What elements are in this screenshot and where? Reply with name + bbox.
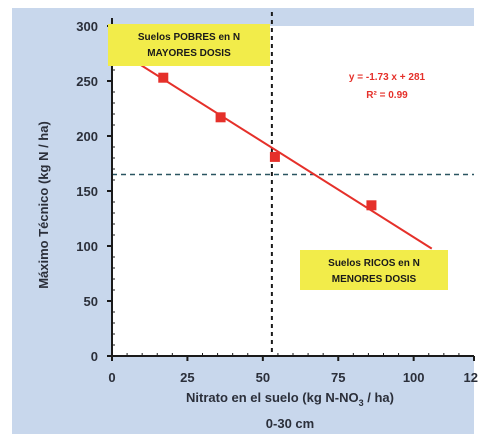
y-tick-label: 100 <box>76 239 98 254</box>
x-axis-title-end: / ha) <box>364 390 394 405</box>
data-points <box>158 72 377 211</box>
x-axis-subtitle: 0-30 cm <box>266 416 314 431</box>
y-tick-label: 200 <box>76 129 98 144</box>
data-point <box>366 200 377 211</box>
x-tick-label: 12 <box>464 370 478 385</box>
annotation-top-box-bg <box>108 24 270 66</box>
x-axis-title-subscript: 3 <box>359 398 364 408</box>
x-tick-label: 75 <box>331 370 345 385</box>
annotation-top-box: Suelos POBRES en N MAYORES DOSIS <box>108 24 270 66</box>
y-tick-label: 300 <box>76 19 98 34</box>
r-squared-text: R² = 0.99 <box>366 90 408 101</box>
equation-box-bg <box>318 62 456 108</box>
y-tick-labels: 0 50 100 150 200 250 300 <box>76 19 98 364</box>
annotation-top-line2: MAYORES DOSIS <box>147 48 231 59</box>
data-point <box>158 72 169 83</box>
x-tick-labels: 0 25 50 75 100 12 <box>108 370 478 385</box>
x-tick-label: 0 <box>108 370 115 385</box>
x-axis-title: Nitrato en el suelo (kg N-NO3 / ha) <box>186 390 394 408</box>
annotation-top-line1: Suelos POBRES en N <box>138 32 240 43</box>
y-tick-label: 250 <box>76 74 98 89</box>
annotation-bottom-box-bg <box>300 250 448 290</box>
reference-lines <box>112 12 474 356</box>
y-tick-label: 150 <box>76 184 98 199</box>
data-point <box>215 112 226 123</box>
data-point <box>269 151 280 162</box>
y-axis-title: Máximo Técnico (kg N / ha) <box>36 121 51 289</box>
x-axis-title-main: Nitrato en el suelo (kg N-NO <box>186 390 359 405</box>
equation-box: y = -1.73 x + 281 R² = 0.99 <box>318 62 456 108</box>
annotation-bottom-line2: MENORES DOSIS <box>332 274 417 285</box>
x-tick-label: 100 <box>403 370 425 385</box>
x-tick-label: 25 <box>180 370 194 385</box>
x-tick-label: 50 <box>256 370 270 385</box>
annotation-bottom-line1: Suelos RICOS en N <box>328 258 420 269</box>
y-tick-label: 50 <box>84 294 98 309</box>
y-tick-label: 0 <box>91 349 98 364</box>
equation-text: y = -1.73 x + 281 <box>349 72 426 83</box>
annotation-bottom-box: Suelos RICOS en N MENORES DOSIS <box>300 250 448 290</box>
